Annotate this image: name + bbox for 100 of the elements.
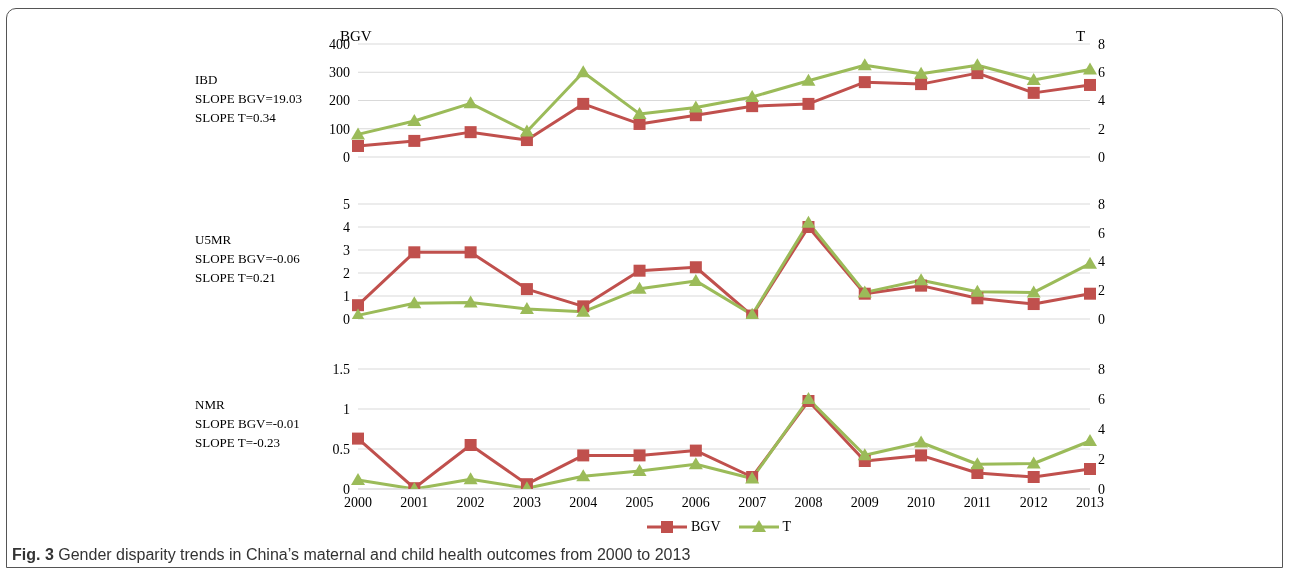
y2-tick-label: 8: [1098, 36, 1105, 52]
text: SLOPE BGV=-0.06: [195, 251, 301, 266]
text: SLOPE BGV=19.03: [195, 91, 303, 106]
y-tick-label: 3: [343, 242, 350, 258]
text: SLOPE T=-0.23: [195, 435, 281, 450]
point: [464, 246, 477, 259]
y2-axis-title: T: [1076, 28, 1086, 45]
point: [464, 126, 477, 139]
point: [407, 296, 422, 309]
y2-tick-label: 6: [1098, 65, 1105, 81]
point: [915, 78, 928, 91]
point: [689, 444, 702, 457]
legend-label: BGV: [689, 519, 721, 535]
y2-tick-label: 8: [1098, 196, 1105, 212]
x-tick-label: 2008: [794, 494, 823, 510]
point: [688, 100, 703, 113]
y2-tick-label: 6: [1098, 225, 1105, 241]
point: [1083, 62, 1097, 75]
y-tick-label: 0: [343, 311, 350, 327]
point: [1027, 298, 1040, 311]
point: [408, 134, 421, 147]
point: [1026, 456, 1041, 469]
y2-tick-label: 2: [1098, 283, 1105, 299]
x-tick-label: 2004: [569, 494, 598, 510]
point: [519, 301, 534, 314]
point: [689, 261, 702, 274]
x-tick-label: 2003: [512, 494, 541, 510]
y-tick-label: 2: [343, 265, 350, 281]
point: [577, 449, 590, 462]
point: [801, 73, 816, 86]
y-tick-label: 1: [343, 288, 350, 304]
point: [688, 273, 703, 286]
y-tick-label: 1.5: [332, 361, 350, 377]
point: [351, 127, 365, 140]
point: [576, 469, 591, 482]
point: [463, 295, 478, 308]
text: SLOPE T=0.21: [195, 270, 276, 285]
point: [1084, 287, 1096, 300]
x-tick-label: 2007: [738, 494, 767, 510]
y-tick-label: 0: [343, 481, 350, 497]
caption: Fig. 3 Gender disparity trends in China’s maternal and child health outcomes from 2000 to 2013: [12, 546, 691, 564]
point: [970, 284, 985, 297]
y2-tick-label: 2: [1098, 121, 1105, 137]
point: [352, 139, 364, 152]
point: [351, 473, 365, 485]
point: [408, 246, 421, 259]
x-tick-label: 2011: [963, 494, 992, 510]
x-tick-label: 2013: [1076, 494, 1104, 510]
y-tick-label: 100: [329, 121, 350, 137]
point: [915, 449, 928, 462]
y-tick-label: 200: [329, 93, 350, 109]
point: [802, 97, 815, 110]
point: [1026, 285, 1041, 298]
point: [633, 264, 646, 277]
y2-tick-label: 4: [1098, 421, 1105, 437]
x-tick-label: 2001: [400, 494, 429, 510]
point: [1027, 86, 1040, 99]
x-tick-label: 2006: [681, 494, 710, 510]
point: [914, 66, 929, 79]
point: [857, 58, 872, 71]
y2-tick-label: 2: [1098, 451, 1105, 467]
point: [633, 449, 646, 462]
point: [858, 76, 871, 89]
y2-tick-label: 4: [1098, 254, 1105, 270]
point: [745, 89, 760, 102]
point: [464, 439, 477, 451]
y-tick-label: 300: [329, 65, 350, 81]
point: [1083, 434, 1097, 446]
point: [1084, 78, 1096, 91]
y-tick-label: 0.5: [332, 441, 350, 457]
point: [857, 448, 872, 461]
point: [352, 432, 364, 445]
x-tick-label: 2012: [1019, 494, 1048, 510]
x-tick-label: 2002: [456, 494, 485, 510]
point: [520, 283, 533, 296]
point: [1083, 256, 1097, 269]
point: [352, 299, 364, 312]
point: [519, 124, 534, 137]
x-tick-label: 2000: [344, 494, 372, 510]
point: [463, 472, 478, 485]
y-tick-label: 0: [343, 149, 350, 165]
text: SLOPE T=0.34: [195, 110, 277, 125]
y2-tick-label: 8: [1098, 361, 1105, 377]
point: [1027, 471, 1040, 483]
point: [1026, 73, 1041, 86]
point: [576, 65, 591, 78]
point: [463, 96, 478, 109]
point: [914, 273, 929, 286]
point: [970, 457, 985, 470]
point: [914, 435, 929, 448]
y2-tick-label: 0: [1098, 481, 1105, 497]
x-tick-label: 2010: [907, 494, 936, 510]
text: NMR: [195, 397, 225, 412]
y-tick-label: 5: [343, 196, 350, 212]
text: U5MR: [195, 232, 232, 247]
point: [407, 113, 422, 126]
legend-label: T: [781, 519, 792, 535]
y2-tick-label: 6: [1098, 391, 1105, 407]
point: [632, 464, 647, 476]
text: IBD: [195, 72, 218, 87]
